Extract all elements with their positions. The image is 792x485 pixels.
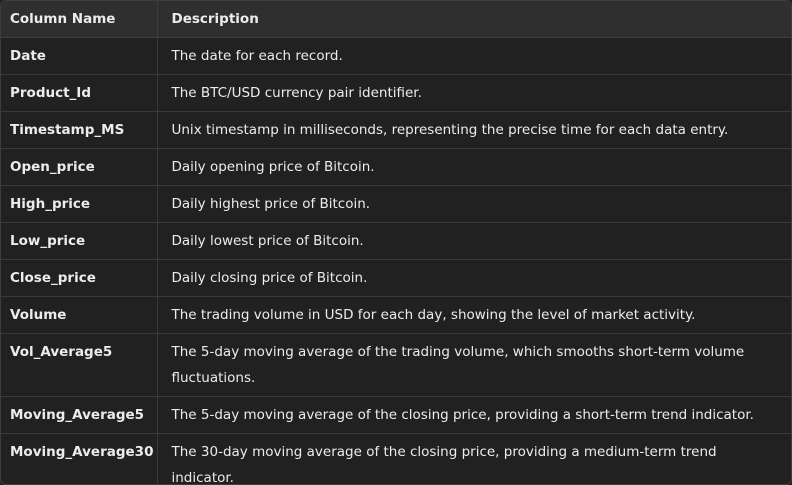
- table-row: Volume The trading volume in USD for eac…: [1, 296, 791, 334]
- header-column-name: Column Name: [1, 1, 157, 38]
- table-header: Column Name Description: [1, 1, 791, 38]
- cell-description: Daily closing price of Bitcoin.: [156, 259, 791, 297]
- cell-column-name: Product_Id: [1, 74, 157, 112]
- cell-description: The BTC/USD currency pair identifier.: [156, 74, 791, 112]
- cell-column-name: Open_price: [1, 148, 157, 186]
- header-row: Column Name Description: [1, 1, 791, 38]
- cell-column-name: Close_price: [1, 259, 157, 297]
- table-row: Open_price Daily opening price of Bitcoi…: [1, 148, 791, 186]
- cell-description: The 5-day moving average of the closing …: [156, 396, 791, 434]
- cell-description: The 30-day moving average of the closing…: [156, 433, 791, 484]
- table-row: Low_price Daily lowest price of Bitcoin.: [1, 222, 791, 260]
- cell-description: Daily lowest price of Bitcoin.: [156, 222, 791, 260]
- table-row: Moving_Average30 The 30-day moving avera…: [1, 433, 791, 484]
- cell-column-name: Volume: [1, 296, 157, 334]
- table-row: Date The date for each record.: [1, 37, 791, 75]
- table-row: Moving_Average5 The 5-day moving average…: [1, 396, 791, 434]
- header-description: Description: [156, 1, 791, 38]
- table-row: High_price Daily highest price of Bitcoi…: [1, 185, 791, 223]
- table-row: Vol_Average5 The 5-day moving average of…: [1, 333, 791, 397]
- cell-description: Daily opening price of Bitcoin.: [156, 148, 791, 186]
- cell-column-name: Moving_Average5: [1, 396, 157, 434]
- cell-description: The trading volume in USD for each day, …: [156, 296, 791, 334]
- table-body: Date The date for each record. Product_I…: [1, 37, 791, 484]
- cell-description: The 5-day moving average of the trading …: [156, 333, 791, 397]
- cell-column-name: Timestamp_MS: [1, 111, 157, 149]
- cell-column-name: Date: [10, 48, 46, 64]
- cell-description: The date for each record.: [156, 37, 791, 75]
- table-row: Close_price Daily closing price of Bitco…: [1, 259, 791, 297]
- cell-description: Daily highest price of Bitcoin.: [156, 185, 791, 223]
- cell-column-name: High_price: [1, 185, 157, 223]
- table-row: Product_Id The BTC/USD currency pair ide…: [1, 74, 791, 112]
- cell-column-name: Low_price: [1, 222, 157, 260]
- cell-column-name: Moving_Average30: [1, 433, 157, 484]
- cell-column-name: Vol_Average5: [1, 333, 157, 397]
- table-row: Timestamp_MS Unix timestamp in milliseco…: [1, 111, 791, 149]
- cell-description: Unix timestamp in milliseconds, represen…: [156, 111, 791, 149]
